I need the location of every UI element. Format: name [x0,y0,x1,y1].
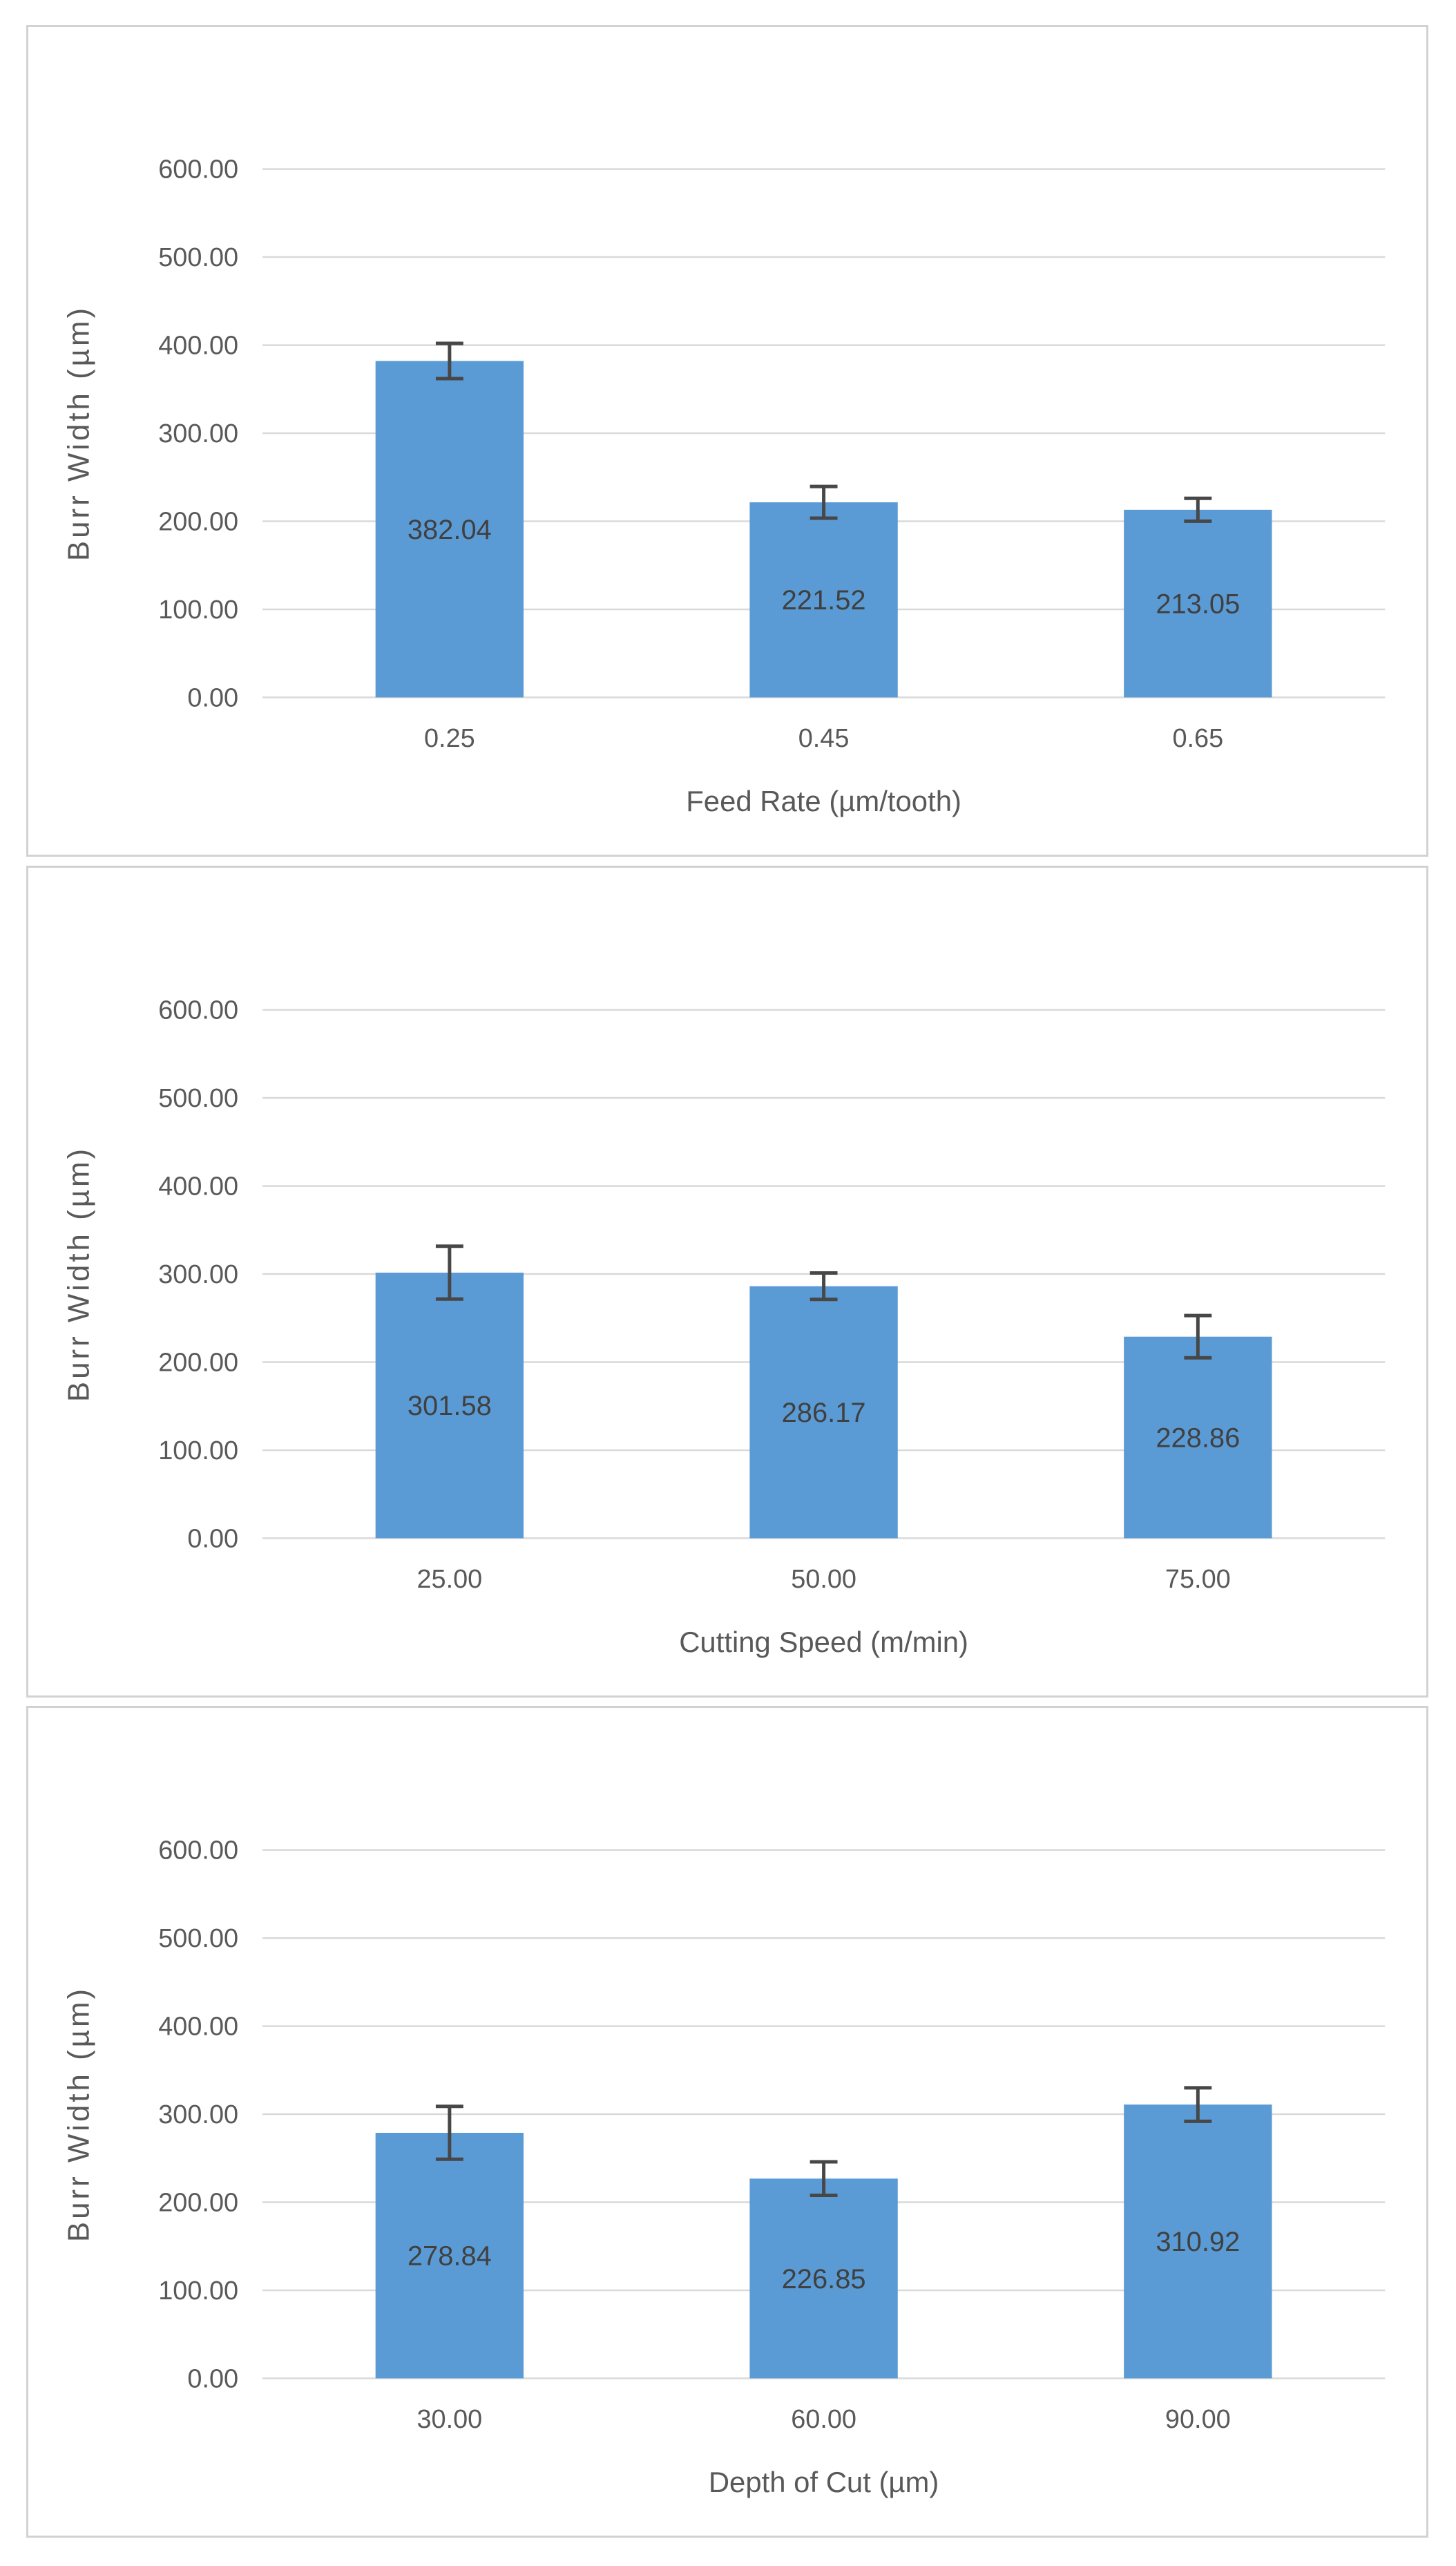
bar-data-label: 278.84 [408,2241,492,2272]
bar [375,2133,524,2379]
error-bar [810,484,838,520]
bar-data-label: 382.04 [408,515,492,545]
error-bar [810,2160,838,2197]
error-bar [1184,496,1212,523]
y-axis-tick-label: 300.00 [158,1260,238,1289]
bar [1124,509,1272,698]
y-axis-tick-label: 600.00 [158,1836,238,1865]
y-axis-tick-label: 0.00 [187,683,238,712]
y-axis-tick-label: 200.00 [158,1348,238,1377]
chart-panel-depth-of-cut: 0.00 100.00 200.00 300.00 400.00 500.00 600.00… [26,1706,1428,2538]
chart-panel-cutting-speed: 0.00 100.00 200.00 300.00 400.00 500.00 600.00… [26,866,1428,1698]
x-axis-title: Cutting Speed (m/min) [679,1626,968,1658]
y-axis-tick-label: 600.00 [158,996,238,1025]
x-axis-tick-label: 90.00 [1165,2405,1231,2434]
y-axis-tick-label: 100.00 [158,2277,238,2306]
bar-chart-feed-rate: 0.00 100.00 200.00 300.00 400.00 500.00 600.00… [62,155,1386,817]
x-axis-tick-label: 60.00 [791,2405,856,2434]
y-axis-tick-label: 0.00 [187,2364,238,2393]
bar-data-label: 221.52 [782,585,866,616]
bar [1124,2104,1272,2379]
error-bar [435,1244,463,1301]
y-axis-title: Burr Width (µm) [62,305,96,561]
x-axis-tick-label: 0.25 [424,724,475,753]
y-axis-tick-label: 200.00 [158,507,238,536]
x-axis-title: Depth of Cut (µm) [709,2466,939,2498]
y-axis-tick-label: 400.00 [158,1172,238,1201]
y-axis-tick-label: 500.00 [158,1924,238,1953]
error-bar [1184,2086,1212,2123]
y-axis-tick-label: 500.00 [158,1084,238,1113]
error-bar [435,341,463,381]
y-axis-tick-label: 400.00 [158,2013,238,2042]
y-axis-tick-label: 300.00 [158,419,238,448]
bar [1124,1336,1272,1539]
chart-panel-feed-rate: 0.00 100.00 200.00 300.00 400.00 500.00 600.00… [26,25,1428,857]
y-axis-title: Burr Width (µm) [62,1986,96,2242]
y-axis-tick-label: 200.00 [158,2188,238,2217]
bar [375,361,524,698]
bar-data-label: 226.85 [782,2264,866,2294]
y-axis-tick-label: 100.00 [158,1436,238,1465]
bar-data-label: 228.86 [1156,1423,1240,1454]
bar [749,2178,898,2379]
y-axis-tick-label: 300.00 [158,2100,238,2129]
bar-data-label: 286.17 [782,1398,866,1428]
bar [375,1273,524,1539]
y-axis-tick-label: 0.00 [187,1524,238,1553]
bar-chart-depth-of-cut: 0.00 100.00 200.00 300.00 400.00 500.00 600.00… [62,1836,1386,2498]
y-axis-tick-label: 100.00 [158,596,238,625]
bar-data-label: 310.92 [1156,2227,1240,2257]
x-axis-tick-label: 25.00 [416,1565,482,1594]
x-axis-tick-label: 75.00 [1165,1565,1231,1594]
x-axis-tick-label: 30.00 [416,2405,482,2434]
x-axis-tick-label: 0.65 [1172,724,1223,753]
x-axis-tick-label: 50.00 [791,1565,856,1594]
bar-chart-cutting-speed: 0.00 100.00 200.00 300.00 400.00 500.00 600.00… [62,996,1386,1658]
bar-data-label: 213.05 [1156,589,1240,620]
x-axis-tick-label: 0.45 [798,724,850,753]
error-bar [1184,1313,1212,1360]
y-axis-tick-label: 600.00 [158,155,238,184]
bar-data-label: 301.58 [408,1391,492,1421]
y-axis-tick-label: 400.00 [158,332,238,361]
bar [749,1286,898,1539]
x-axis-title: Feed Rate (µm/tooth) [686,785,961,817]
bar [749,502,898,698]
error-bar [810,1271,838,1302]
y-axis-title: Burr Width (µm) [62,1146,96,1402]
error-bar [435,2104,463,2161]
y-axis-tick-label: 500.00 [158,243,238,272]
